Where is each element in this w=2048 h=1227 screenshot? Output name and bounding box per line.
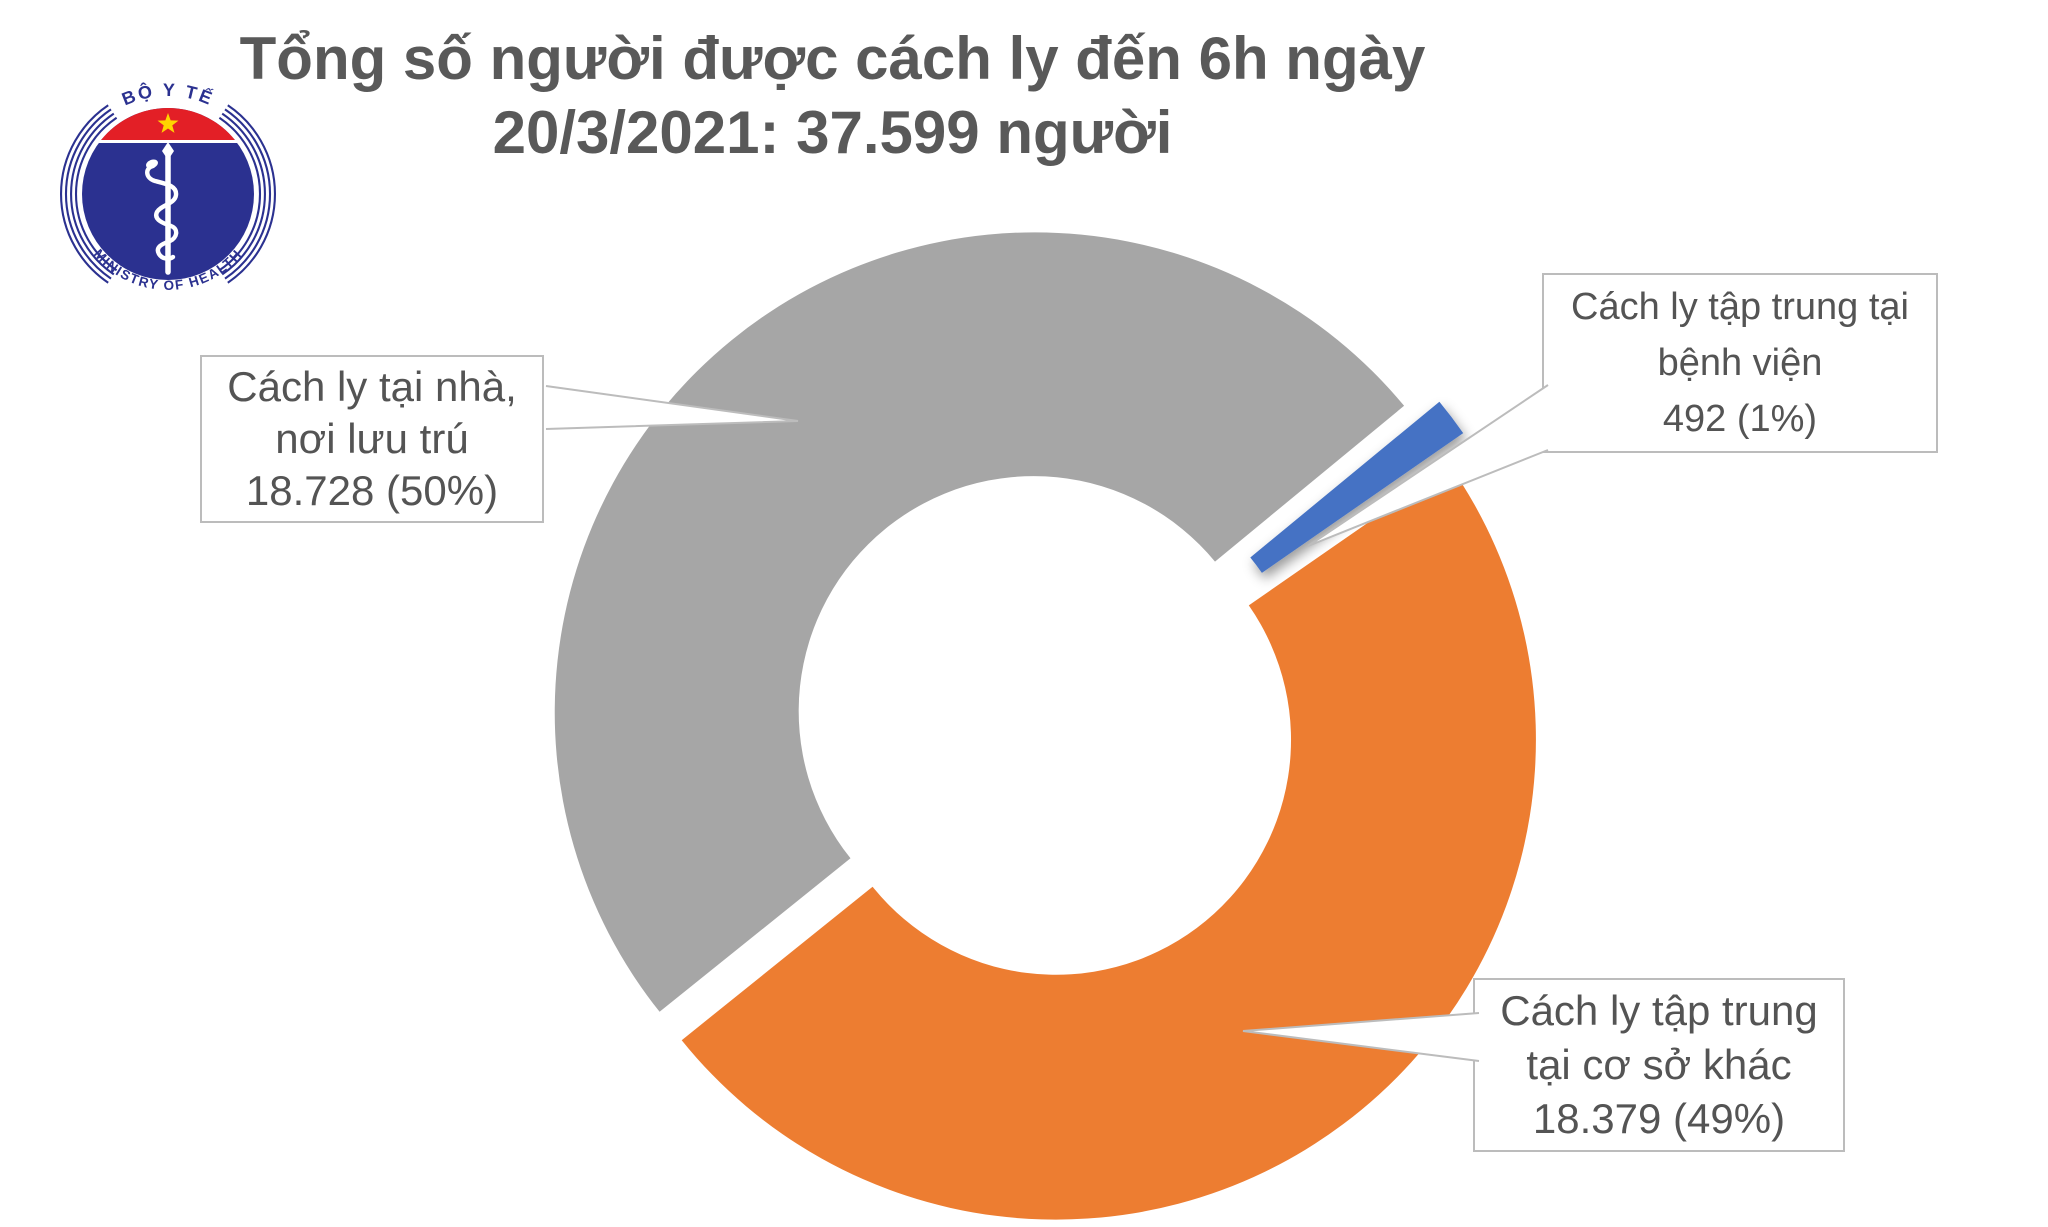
label-line: 492 (1%) [1662,398,1818,440]
label-line: 18.379 (49%) [1532,1095,1786,1142]
label-line: Cách ly tại nhà, [227,363,517,410]
label-line: 18.728 (50%) [245,467,499,514]
label-line: bệnh viện [1657,342,1823,384]
logo-side-arcs [60,104,276,284]
label-line: tại cơ sở khác [1526,1041,1792,1088]
logo-top-label: BỘ Y TẾ [119,80,217,110]
label-callout-home-quarantine: Cách ly tại nhà, nơi lưu trú 18.728 (50%… [200,355,544,523]
label-callout-other-facility-quarantine: Cách ly tập trung tại cơ sở khác 18.379 … [1473,978,1845,1152]
logo-star-icon [157,113,179,133]
logo-rod-of-asclepius-icon [145,142,179,275]
chart-title-line-1: Tổng số người được cách ly đến 6h ngày [239,25,1426,92]
ministry-of-health-logo: BỘ Y TẾ MINISTRY OF HEALTH [60,80,276,293]
chart-title: Tổng số người được cách ly đến 6h ngày 2… [230,22,1435,170]
label-line: nơi lưu trú [275,415,469,462]
chart-title-line-2: 20/3/2021: 37.599 người [492,99,1173,166]
label-callout-hospital-quarantine: Cách ly tập trung tại bệnh viện 492 (1%) [1542,273,1938,453]
label-line: Cách ly tập trung [1500,987,1818,1034]
label-line: Cách ly tập trung tại [1571,286,1909,328]
